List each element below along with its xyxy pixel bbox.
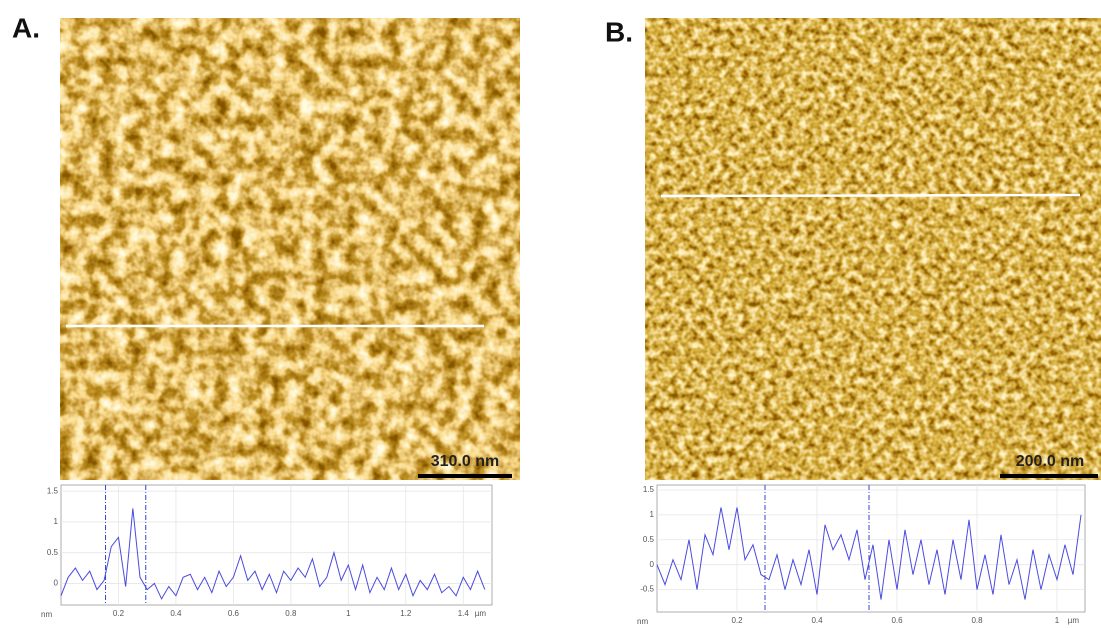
y-tick-label: 1 [54, 517, 59, 526]
x-tick-label: 1 [346, 609, 351, 618]
x-tick-label: 1.2 [400, 609, 412, 618]
y-tick-label: 1 [650, 510, 655, 519]
y-tick-label: 0 [650, 560, 655, 569]
x-tick-label: 0.4 [811, 616, 823, 625]
panel-label: B. [605, 16, 633, 47]
plot-frame [656, 484, 1086, 613]
x-unit: µm [475, 609, 487, 618]
profile-line [656, 507, 1082, 600]
scale-bar-label: 310.0 nm [431, 453, 499, 470]
x-unit: µm [1068, 616, 1080, 625]
y-unit: nm [41, 610, 52, 619]
x-tick-label: 0.2 [731, 616, 743, 625]
x-tick-label: 1 [1055, 616, 1060, 625]
panel-label: A. [12, 12, 40, 43]
afm-image [645, 18, 1101, 480]
y-tick-label: 1.5 [643, 485, 655, 494]
x-tick-label: 0.4 [170, 609, 182, 618]
scale-bar-label: 200.0 nm [1016, 453, 1084, 470]
y-tick-label: 1.5 [47, 486, 59, 495]
profile-line [60, 508, 486, 600]
x-tick-label: 0.8 [971, 616, 983, 625]
x-tick-label: 1.4 [458, 609, 470, 618]
y-unit: nm [637, 617, 648, 626]
x-tick-label: 0.6 [228, 609, 240, 618]
y-tick-label: -0.5 [640, 585, 654, 594]
x-tick-label: 0.2 [113, 609, 125, 618]
profile-line [660, 193, 1081, 198]
plot-frame [60, 484, 493, 606]
y-tick-label: 0.5 [643, 535, 655, 544]
y-tick-label: 0 [54, 579, 59, 588]
afm-image [60, 18, 520, 480]
x-tick-label: 0.8 [285, 609, 297, 618]
y-tick-label: 0.5 [47, 548, 59, 557]
x-tick-label: 0.6 [891, 616, 903, 625]
